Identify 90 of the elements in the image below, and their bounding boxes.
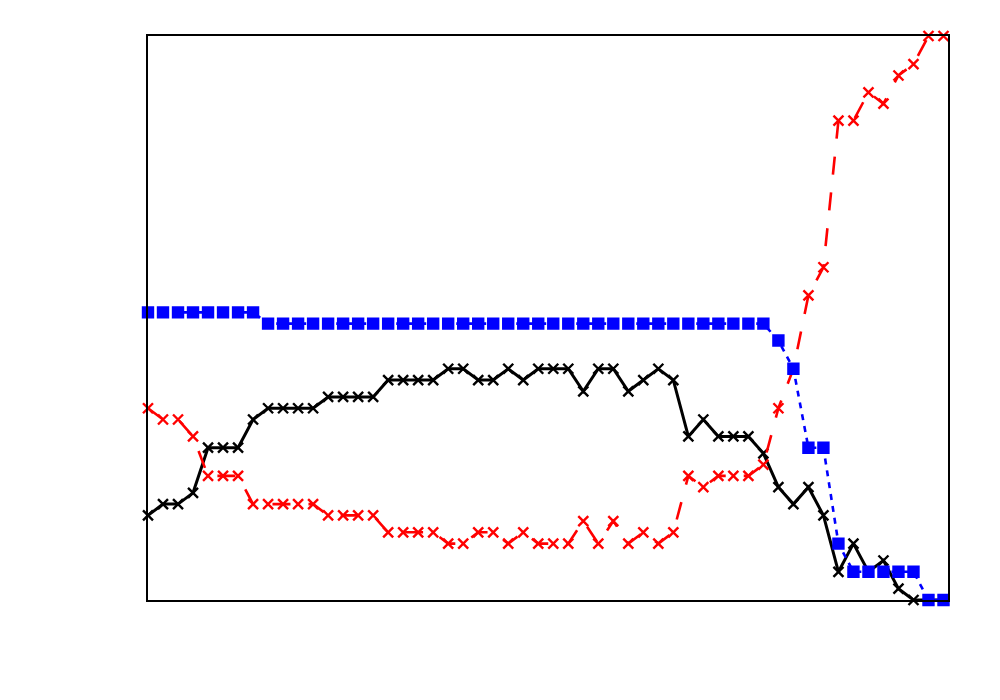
- point: [892, 565, 905, 578]
- point: [667, 526, 680, 539]
- point: [832, 565, 845, 578]
- point: [652, 537, 665, 550]
- point: [802, 481, 815, 494]
- point: [216, 306, 230, 319]
- point: [426, 317, 440, 330]
- point: [291, 317, 305, 330]
- point: [862, 86, 875, 99]
- point: [817, 441, 830, 454]
- point: [276, 317, 290, 330]
- point: [231, 306, 245, 319]
- point: [652, 317, 665, 330]
- point: [802, 289, 815, 302]
- point: [607, 317, 620, 330]
- point: [186, 486, 200, 500]
- point: [667, 317, 680, 330]
- point: [517, 526, 530, 539]
- point: [907, 565, 920, 578]
- point: [577, 385, 590, 398]
- point: [892, 69, 905, 82]
- point: [472, 317, 485, 330]
- point: [712, 317, 725, 330]
- point: [877, 554, 890, 567]
- point: [757, 458, 770, 471]
- point: [817, 509, 830, 522]
- point: [261, 317, 275, 330]
- point: [787, 497, 800, 511]
- point: [877, 97, 890, 110]
- point: [547, 317, 560, 330]
- point: [592, 537, 605, 550]
- point: [847, 565, 860, 578]
- point: [381, 317, 395, 330]
- point: [637, 526, 650, 539]
- point: [772, 481, 785, 494]
- point: [757, 317, 770, 330]
- point: [186, 306, 200, 319]
- point: [667, 373, 680, 387]
- point: [832, 537, 845, 550]
- point: [141, 402, 155, 415]
- point: [772, 402, 785, 415]
- point: [682, 469, 695, 483]
- point: [877, 565, 890, 578]
- point: [907, 58, 920, 71]
- point: [847, 537, 860, 550]
- point: [351, 317, 365, 330]
- point: [156, 306, 170, 319]
- point: [637, 317, 650, 330]
- point: [171, 306, 185, 319]
- point: [742, 317, 755, 330]
- point: [562, 317, 575, 330]
- point: [306, 317, 320, 330]
- point: [622, 537, 635, 550]
- point: [682, 317, 695, 330]
- point: [817, 261, 830, 274]
- point: [366, 317, 380, 330]
- point: [201, 306, 215, 319]
- point: [607, 514, 620, 528]
- point: [517, 317, 530, 330]
- point: [396, 317, 410, 330]
- point: [246, 306, 260, 319]
- point: [487, 317, 500, 330]
- point: [532, 317, 545, 330]
- point: [697, 481, 710, 494]
- point: [592, 317, 605, 330]
- point: [502, 317, 515, 330]
- point: [577, 514, 590, 528]
- point: [502, 362, 515, 375]
- point: [622, 317, 635, 330]
- point: [727, 317, 740, 330]
- point: [637, 373, 650, 387]
- point: [246, 413, 260, 426]
- point: [411, 317, 425, 330]
- point: [517, 373, 530, 387]
- point: [892, 582, 905, 595]
- point: [441, 317, 455, 330]
- point: [802, 441, 815, 454]
- point: [682, 430, 695, 443]
- point: [697, 317, 710, 330]
- point: [502, 537, 515, 550]
- point: [577, 317, 590, 330]
- point: [186, 430, 200, 443]
- point: [622, 385, 635, 398]
- point: [321, 317, 335, 330]
- point: [772, 334, 785, 347]
- point: [457, 317, 470, 330]
- point: [757, 447, 770, 460]
- point: [336, 317, 350, 330]
- point: [141, 509, 155, 522]
- point: [652, 362, 665, 375]
